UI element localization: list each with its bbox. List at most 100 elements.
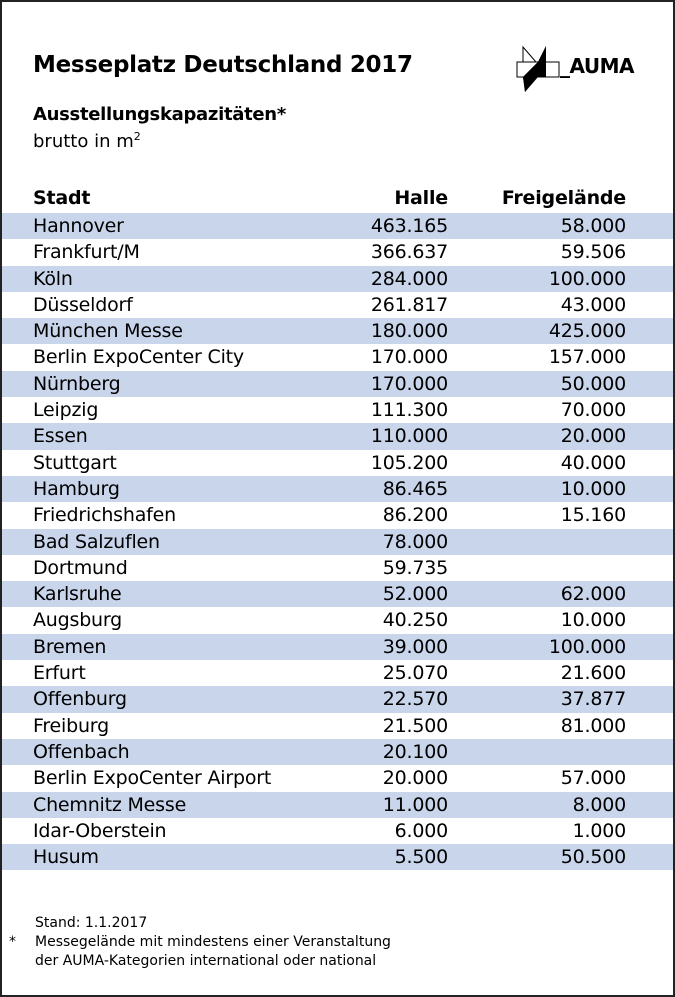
cell-halle: 366.637 [370, 241, 448, 264]
cell-halle: 86.200 [382, 504, 448, 527]
unit-text: brutto in m [33, 131, 134, 152]
cell-city: Frankfurt/M [33, 241, 140, 264]
cell-freigelaende: 10.000 [560, 477, 626, 500]
cell-freigelaende: 15.160 [560, 504, 626, 527]
cell-city: Karlsruhe [33, 583, 122, 606]
table-row: Freiburg 21.500 81.000 [2, 713, 673, 739]
cell-city: Offenbach [33, 740, 130, 763]
table-row: Dortmund 59.735 [2, 555, 673, 581]
cell-freigelaende: 100.000 [548, 635, 626, 658]
cell-city: Dortmund [33, 556, 128, 579]
cell-city: Erfurt [33, 662, 86, 685]
cell-halle: 463.165 [370, 215, 448, 237]
cell-freigelaende: 20.000 [560, 425, 626, 448]
table-row: Düsseldorf 261.817 43.000 [2, 292, 673, 318]
cell-city: Augsburg [33, 609, 123, 632]
table-row: Hannover 463.165 58.000 [2, 213, 673, 240]
auma-logo-icon [516, 45, 560, 92]
cell-city: Stuttgart [33, 451, 117, 474]
cell-halle: 25.070 [382, 662, 448, 685]
table-row: Leipzig 111.300 70.000 [2, 397, 673, 423]
cell-freigelaende: 57.000 [560, 767, 626, 790]
table-row: Bremen 39.000 100.000 [2, 633, 673, 661]
cell-freigelaende: 58.000 [560, 215, 626, 237]
cell-halle: 284.000 [370, 267, 448, 290]
cell-halle: 180.000 [370, 320, 448, 343]
cell-city: Chemnitz Messe [33, 793, 187, 816]
cell-freigelaende: 70.000 [560, 399, 626, 422]
cell-halle: 5.500 [394, 846, 449, 869]
cell-freigelaende: 40.000 [560, 451, 626, 474]
cell-city: München Messe [33, 320, 183, 343]
table-row: München Messe 180.000 425.000 [2, 318, 673, 345]
table-row: Frankfurt/M 366.637 59.506 [2, 239, 673, 265]
table-row: Hamburg 86.465 10.000 [2, 475, 673, 503]
cell-city: Berlin ExpoCenter Airport [33, 767, 272, 790]
cell-city: Idar-Oberstein [33, 819, 167, 842]
cell-city: Offenburg [33, 688, 127, 711]
cell-freigelaende: 425.000 [548, 320, 626, 343]
cell-halle: 6.000 [394, 819, 449, 842]
cell-halle: 170.000 [370, 346, 448, 369]
cell-freigelaende: 50.000 [560, 372, 626, 395]
cell-halle: 105.200 [370, 451, 448, 474]
table-row: Köln 284.000 100.000 [2, 265, 673, 292]
cell-halle: 40.250 [382, 609, 448, 632]
header-freigelaende: Freigelände [501, 187, 626, 209]
table-row: Berlin ExpoCenter City 170.000 157.000 [2, 344, 673, 370]
cell-city: Berlin ExpoCenter City [33, 346, 244, 369]
cell-halle: 78.000 [382, 530, 448, 553]
cell-freigelaende: 59.506 [560, 241, 626, 264]
cell-city: Bremen [33, 635, 107, 658]
subtitle: Ausstellungskapazitäten* [33, 104, 286, 125]
table-row: Karlsruhe 52.000 62.000 [2, 581, 673, 608]
cell-freigelaende: 157.000 [548, 346, 626, 369]
cell-halle: 261.817 [370, 293, 448, 316]
cell-halle: 59.735 [382, 556, 448, 579]
cell-freigelaende: 37.877 [560, 688, 626, 711]
header-halle: Halle [394, 187, 448, 209]
cell-city: Hannover [33, 215, 124, 237]
cell-city: Husum [33, 846, 99, 869]
cell-freigelaende: 62.000 [560, 583, 626, 606]
table-row: Offenburg 22.570 37.877 [2, 686, 673, 713]
footer-stand: Stand: 1.1.2017 [35, 915, 148, 931]
footnote-star: * [9, 934, 16, 950]
footer-notes: Stand: 1.1.2017 * Messegelände mit mindes… [9, 914, 391, 971]
cell-city: Friedrichshafen [33, 504, 176, 527]
table-row: Stuttgart 105.200 40.000 [2, 450, 673, 476]
table-row: Chemnitz Messe 11.000 8.000 [2, 791, 673, 818]
footnote-line-2: der AUMA-Kategorien international oder n… [35, 953, 377, 969]
table-row: Essen 110.000 20.000 [2, 423, 673, 450]
header-city: Stadt [33, 187, 91, 209]
cell-city: Leipzig [33, 399, 99, 422]
table-row: Friedrichshafen 86.200 15.160 [2, 502, 673, 528]
cell-city: Essen [33, 425, 88, 448]
cell-city: Bad Salzuflen [33, 530, 160, 553]
table-header: Stadt Halle Freigelände [2, 185, 673, 213]
cell-halle: 110.000 [370, 425, 448, 448]
cell-halle: 20.100 [382, 740, 448, 763]
auma-logo: _AUMA [516, 44, 636, 94]
cell-halle: 11.000 [382, 793, 448, 816]
cell-freigelaende: 21.600 [560, 662, 626, 685]
table-row: Nürnberg 170.000 50.000 [2, 370, 673, 398]
cell-halle: 170.000 [370, 372, 448, 395]
cell-freigelaende: 81.000 [560, 714, 626, 737]
cell-halle: 39.000 [382, 635, 448, 658]
cell-halle: 111.300 [370, 399, 448, 422]
table-row: Augsburg 40.250 10.000 [2, 607, 673, 633]
cell-freigelaende: 8.000 [572, 793, 627, 816]
cell-city: Hamburg [33, 477, 120, 500]
cell-halle: 86.465 [382, 477, 448, 500]
cell-freigelaende: 50.500 [560, 846, 626, 869]
cell-freigelaende: 43.000 [560, 293, 626, 316]
cell-city: Düsseldorf [33, 293, 133, 316]
table-row: Berlin ExpoCenter Airport 20.000 57.000 [2, 765, 673, 791]
page-title: Messeplatz Deutschland 2017 [33, 52, 413, 78]
table-row: Idar-Oberstein 6.000 1.000 [2, 818, 673, 844]
table-row: Husum 5.500 50.500 [2, 844, 673, 871]
cell-freigelaende: 100.000 [548, 267, 626, 290]
cell-halle: 21.500 [382, 714, 448, 737]
